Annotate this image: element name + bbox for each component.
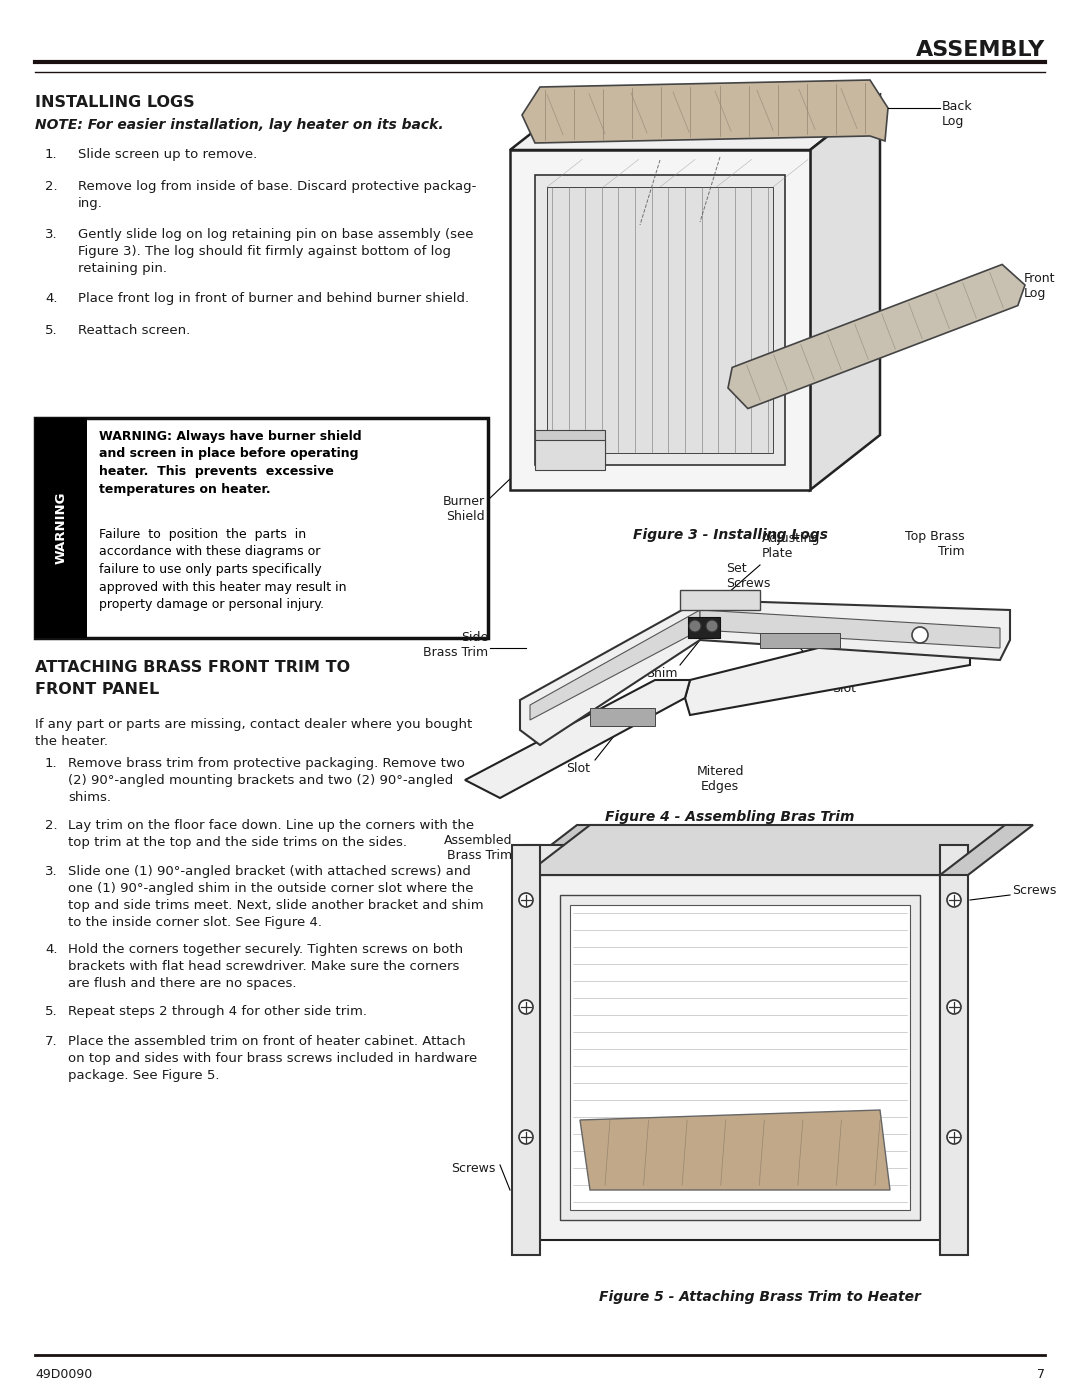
Text: Back
Log: Back Log xyxy=(942,101,973,129)
Polygon shape xyxy=(680,590,760,610)
Polygon shape xyxy=(525,826,1020,875)
Text: Burner
Shield: Burner Shield xyxy=(443,495,485,522)
Polygon shape xyxy=(510,95,880,149)
Text: ATTACHING BRASS FRONT TRIM TO: ATTACHING BRASS FRONT TRIM TO xyxy=(35,659,350,675)
Text: If any part or parts are missing, contact dealer where you bought
the heater.: If any part or parts are missing, contac… xyxy=(35,718,472,747)
Text: 5.: 5. xyxy=(45,1004,57,1018)
Polygon shape xyxy=(519,599,700,745)
Bar xyxy=(35,418,87,638)
Text: Slide one (1) 90°-angled bracket (with attached screws) and
one (1) 90°-angled s: Slide one (1) 90°-angled bracket (with a… xyxy=(68,865,484,929)
Circle shape xyxy=(689,620,701,631)
Bar xyxy=(535,430,605,465)
Polygon shape xyxy=(580,1111,890,1190)
Circle shape xyxy=(706,620,718,631)
Text: Slide screen up to remove.: Slide screen up to remove. xyxy=(78,148,257,161)
Text: Slot: Slot xyxy=(832,682,856,694)
Text: Top Brass
Trim: Top Brass Trim xyxy=(905,529,966,557)
Text: Lay trim on the floor face down. Line up the corners with the
top trim at the to: Lay trim on the floor face down. Line up… xyxy=(68,819,474,849)
Text: 4.: 4. xyxy=(45,292,57,305)
Polygon shape xyxy=(530,610,700,719)
Text: Remove brass trim from protective packaging. Remove two
(2) 90°-angled mounting : Remove brass trim from protective packag… xyxy=(68,757,464,805)
Polygon shape xyxy=(512,826,605,875)
Text: Assembled
Brass Trim: Assembled Brass Trim xyxy=(444,834,512,862)
Text: Reattach screen.: Reattach screen. xyxy=(78,324,190,337)
Text: INSTALLING LOGS: INSTALLING LOGS xyxy=(35,95,194,110)
Polygon shape xyxy=(688,617,720,638)
Text: 3.: 3. xyxy=(45,228,57,242)
Circle shape xyxy=(947,893,961,907)
Text: Front
Log: Front Log xyxy=(1024,272,1055,300)
Text: Slot: Slot xyxy=(566,761,590,775)
Text: Side
Brass Trim: Side Brass Trim xyxy=(423,631,488,659)
Bar xyxy=(561,895,920,1220)
Circle shape xyxy=(912,627,928,643)
Bar xyxy=(35,418,488,638)
Text: 5.: 5. xyxy=(45,324,57,337)
Polygon shape xyxy=(700,599,1010,659)
Circle shape xyxy=(947,1000,961,1014)
Text: Repeat steps 2 through 4 for other side trim.: Repeat steps 2 through 4 for other side … xyxy=(68,1004,367,1018)
Text: WARNING: Always have burner shield
and screen in place before operating
heater. : WARNING: Always have burner shield and s… xyxy=(99,430,362,496)
Text: Figure 4 - Assembling Bras Trim: Figure 4 - Assembling Bras Trim xyxy=(605,810,854,824)
Polygon shape xyxy=(700,610,1000,648)
Text: WARNING: WARNING xyxy=(54,492,67,564)
Text: Hold the corners together securely. Tighten screws on both
brackets with flat he: Hold the corners together securely. Tigh… xyxy=(68,943,463,990)
Text: Pins: Pins xyxy=(578,462,603,475)
Text: Place the assembled trim on front of heater cabinet. Attach
on top and sides wit: Place the assembled trim on front of hea… xyxy=(68,1035,477,1083)
Circle shape xyxy=(519,893,534,907)
Circle shape xyxy=(519,1000,534,1014)
Bar xyxy=(535,175,785,465)
Text: 7.: 7. xyxy=(45,1035,57,1048)
Polygon shape xyxy=(685,610,970,715)
Polygon shape xyxy=(940,826,1032,875)
Text: Failure  to  position  the  parts  in
accordance with these diagrams or
failure : Failure to position the parts in accorda… xyxy=(99,528,347,610)
Bar xyxy=(510,149,810,490)
Text: Adjusting
Plate: Adjusting Plate xyxy=(762,532,821,560)
Text: Screws: Screws xyxy=(1012,883,1056,897)
Bar xyxy=(760,633,840,648)
Text: Figure 5 - Attaching Brass Trim to Heater: Figure 5 - Attaching Brass Trim to Heate… xyxy=(599,1289,921,1303)
Text: 1.: 1. xyxy=(45,148,57,161)
Circle shape xyxy=(947,1130,961,1144)
Bar xyxy=(540,875,940,1241)
Polygon shape xyxy=(522,80,888,142)
Text: 3.: 3. xyxy=(45,865,57,877)
Polygon shape xyxy=(465,680,690,798)
Text: Gently slide log on log retaining pin on base assembly (see
Figure 3). The log s: Gently slide log on log retaining pin on… xyxy=(78,228,473,275)
Text: FRONT PANEL: FRONT PANEL xyxy=(35,682,159,697)
Bar xyxy=(512,845,540,1255)
Text: Mitered
Edges: Mitered Edges xyxy=(697,766,744,793)
Text: Shim: Shim xyxy=(647,666,678,680)
Text: Screws: Screws xyxy=(451,1161,496,1175)
Text: 2.: 2. xyxy=(45,819,57,833)
Text: ASSEMBLY: ASSEMBLY xyxy=(916,41,1045,60)
Text: Figure 3 - Installing Logs: Figure 3 - Installing Logs xyxy=(633,528,827,542)
Bar xyxy=(570,905,910,1210)
Bar xyxy=(940,845,968,1255)
Text: 7: 7 xyxy=(1037,1369,1045,1382)
Text: NOTE: For easier installation, lay heater on its back.: NOTE: For easier installation, lay heate… xyxy=(35,117,444,131)
Text: 2.: 2. xyxy=(45,180,57,193)
Polygon shape xyxy=(728,264,1025,408)
Text: 4.: 4. xyxy=(45,943,57,956)
Text: Remove log from inside of base. Discard protective packag-
ing.: Remove log from inside of base. Discard … xyxy=(78,180,476,210)
Bar xyxy=(525,845,955,875)
Text: Place front log in front of burner and behind burner shield.: Place front log in front of burner and b… xyxy=(78,292,469,305)
Bar xyxy=(590,708,654,726)
Text: 1.: 1. xyxy=(45,757,57,770)
Text: 49D0090: 49D0090 xyxy=(35,1369,92,1382)
Text: Set
Screws: Set Screws xyxy=(726,562,770,590)
Circle shape xyxy=(519,1130,534,1144)
Polygon shape xyxy=(810,95,880,490)
Bar xyxy=(546,187,773,453)
Bar xyxy=(535,440,605,469)
